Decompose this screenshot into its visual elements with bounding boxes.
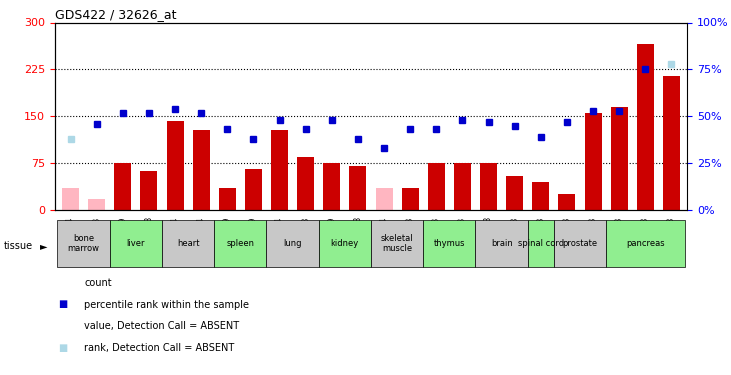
Bar xyxy=(88,199,105,210)
Bar xyxy=(585,113,602,210)
FancyBboxPatch shape xyxy=(528,220,554,267)
Bar xyxy=(532,182,549,210)
Bar xyxy=(349,166,366,210)
Text: skeletal
muscle: skeletal muscle xyxy=(381,234,414,254)
FancyBboxPatch shape xyxy=(267,220,319,267)
Text: tissue: tissue xyxy=(4,241,33,250)
Text: heart: heart xyxy=(177,239,200,248)
Text: GDS422 / 32626_at: GDS422 / 32626_at xyxy=(55,8,176,21)
FancyBboxPatch shape xyxy=(110,220,162,267)
FancyBboxPatch shape xyxy=(554,220,606,267)
Text: bone
marrow: bone marrow xyxy=(67,234,99,254)
Bar xyxy=(298,157,314,210)
Text: ►: ► xyxy=(40,241,48,250)
FancyBboxPatch shape xyxy=(475,220,528,267)
Text: ■: ■ xyxy=(58,343,67,353)
Bar xyxy=(637,44,654,210)
Text: percentile rank within the sample: percentile rank within the sample xyxy=(84,300,249,309)
Bar xyxy=(454,163,471,210)
Text: prostate: prostate xyxy=(562,239,597,248)
FancyBboxPatch shape xyxy=(423,220,475,267)
Text: kidney: kidney xyxy=(330,239,359,248)
Bar xyxy=(428,163,444,210)
Bar xyxy=(193,130,210,210)
FancyBboxPatch shape xyxy=(214,220,267,267)
Bar xyxy=(219,188,236,210)
Bar xyxy=(245,170,262,210)
Text: thymus: thymus xyxy=(433,239,465,248)
Bar xyxy=(506,176,523,210)
Text: value, Detection Call = ABSENT: value, Detection Call = ABSENT xyxy=(84,321,239,331)
Bar xyxy=(167,121,183,210)
FancyBboxPatch shape xyxy=(371,220,423,267)
Bar xyxy=(62,188,79,210)
Text: pancreas: pancreas xyxy=(626,239,664,248)
FancyBboxPatch shape xyxy=(58,220,110,267)
Bar xyxy=(323,163,341,210)
Bar xyxy=(558,194,575,210)
Text: liver: liver xyxy=(126,239,145,248)
Bar xyxy=(663,76,680,210)
Bar xyxy=(480,163,497,210)
Bar xyxy=(114,163,132,210)
Text: ■: ■ xyxy=(58,300,67,309)
Text: rank, Detection Call = ABSENT: rank, Detection Call = ABSENT xyxy=(84,343,235,353)
Bar xyxy=(376,188,393,210)
Bar xyxy=(610,107,628,210)
Bar xyxy=(401,188,419,210)
Text: count: count xyxy=(84,278,112,288)
FancyBboxPatch shape xyxy=(162,220,214,267)
Text: spinal cord: spinal cord xyxy=(518,239,564,248)
Bar xyxy=(140,171,157,210)
FancyBboxPatch shape xyxy=(319,220,371,267)
Text: lung: lung xyxy=(284,239,302,248)
Bar xyxy=(271,130,288,210)
Text: spleen: spleen xyxy=(227,239,254,248)
Text: brain: brain xyxy=(491,239,512,248)
FancyBboxPatch shape xyxy=(606,220,684,267)
